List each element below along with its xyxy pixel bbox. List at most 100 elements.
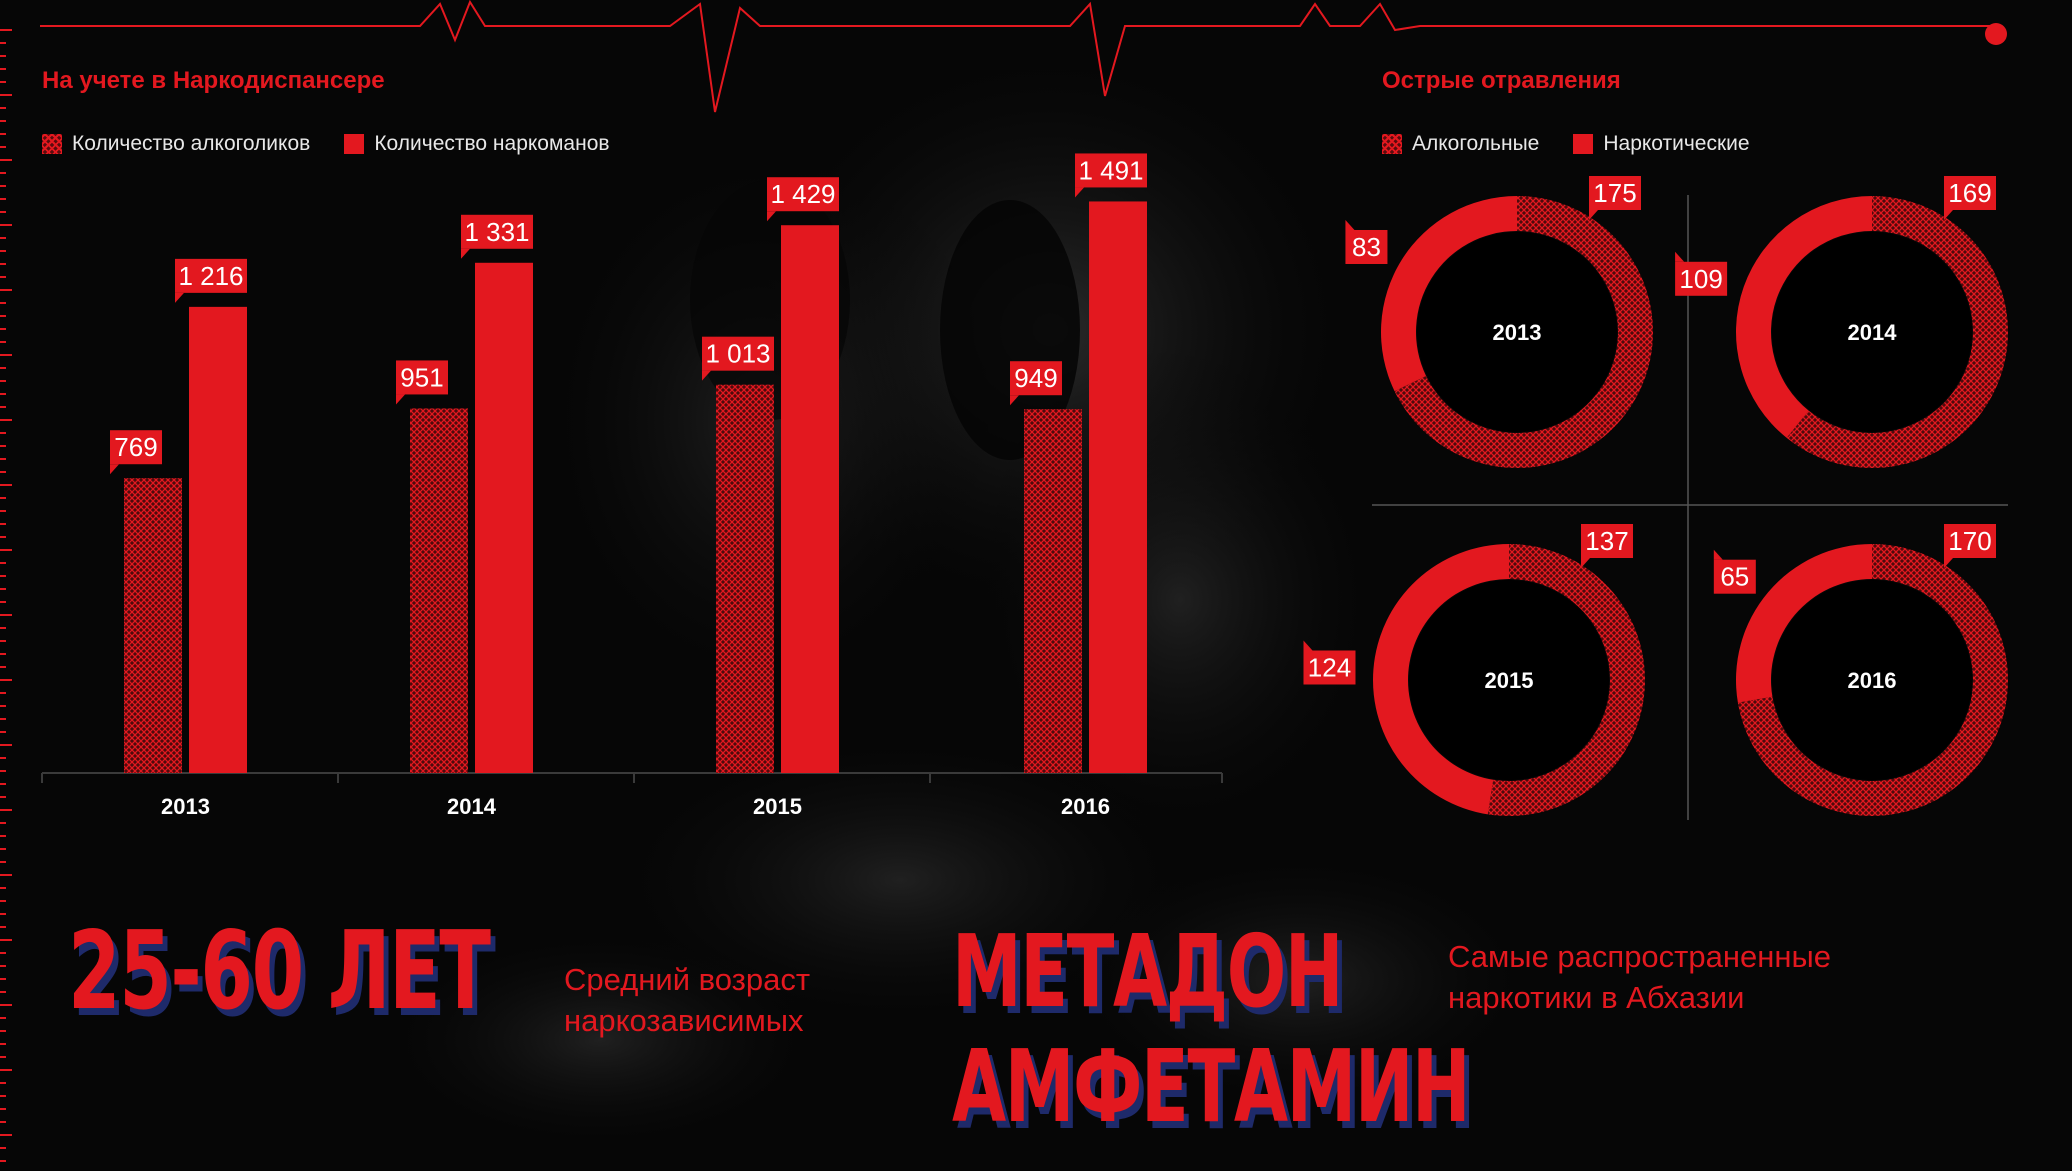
value-label: 769	[114, 432, 157, 462]
value-label-box	[1345, 229, 1388, 264]
value-label-tail	[1944, 558, 1953, 568]
value-label-tail	[702, 370, 711, 381]
heartbeat-dot	[1985, 23, 2007, 45]
drugs-caption: Самые распространенные наркотики в Абхаз…	[1448, 936, 1831, 1018]
donut-year-label: 2016	[1848, 668, 1897, 693]
bar-alcoholics	[124, 478, 182, 773]
bar-label-addicts: 1 491	[1075, 153, 1147, 198]
x-tick-label: 2014	[447, 794, 497, 819]
value-label: 949	[1014, 363, 1057, 393]
value-label-box	[1713, 559, 1756, 594]
donut-slice-narcotic	[1380, 196, 1517, 392]
donut-charts: 2013 175 83 2014 169 109 2015 137 124 2016 170 65	[1303, 176, 2009, 817]
value-label: 124	[1308, 652, 1351, 682]
bar-chart: 769 1 216 2013 951 1 331 2014 1 013 1 429 2015 94…	[41, 153, 1223, 819]
drugs-caption-line2: наркотики в Абхазии	[1448, 980, 1745, 1015]
drug-name-methadone: МЕТАДОН	[952, 913, 1343, 1030]
value-label-tail	[110, 464, 119, 475]
bar-label-addicts: 1 429	[767, 177, 839, 222]
value-label-box	[175, 258, 247, 293]
value-label-box	[1675, 261, 1728, 296]
value-label-box	[1944, 524, 1996, 558]
bar-label-alcoholics: 951	[396, 360, 448, 405]
decorative-lines	[0, 0, 2008, 1162]
x-tick-label: 2013	[161, 794, 210, 819]
donut-label-alcohol: 170	[1944, 524, 1996, 568]
value-label: 1 429	[770, 179, 835, 209]
value-label: 1 491	[1078, 155, 1143, 185]
value-label-box	[1589, 176, 1641, 210]
value-label-tail	[1713, 549, 1723, 560]
value-label-tail	[1303, 640, 1313, 651]
legend-item-narcotic-poisoning: Наркотические	[1573, 132, 1750, 156]
value-label-box	[1303, 650, 1356, 685]
drug-name-amphetamine: АМФЕТАМИН	[952, 1028, 1471, 1145]
value-label-tail	[1675, 251, 1685, 262]
value-label-tail	[1345, 219, 1355, 230]
drugs-caption-line1: Самые распространенные	[1448, 939, 1831, 974]
bar-addicts	[189, 306, 247, 773]
right-chart-title: Острые отравления	[1382, 67, 1621, 94]
donut-2016: 2016 170 65	[1713, 524, 2009, 816]
legend-item-addicts: Количество наркоманов	[344, 132, 610, 156]
donut-label-narcotic: 124	[1303, 640, 1356, 685]
value-label-tail	[1589, 210, 1598, 220]
donut-slice-narcotic	[1736, 196, 1872, 438]
value-label-box	[1581, 524, 1633, 558]
legend-label: Количество наркоманов	[374, 132, 610, 155]
donut-slice-narcotic	[1373, 544, 1509, 815]
donut-label-narcotic: 65	[1713, 549, 1756, 594]
value-label: 65	[1720, 562, 1749, 592]
age-caption: Средний возраст наркозависимых	[564, 959, 810, 1041]
value-label: 951	[400, 362, 443, 392]
legend-swatch-solid	[1573, 134, 1594, 154]
donut-year-label: 2014	[1848, 320, 1898, 345]
value-label: 109	[1679, 264, 1722, 294]
donut-hole	[1409, 580, 1609, 780]
donut-year-label: 2015	[1485, 668, 1534, 693]
bar-alcoholics	[716, 384, 774, 773]
legend-swatch-hatched	[1382, 134, 1402, 154]
bar-label-alcoholics: 949	[1010, 361, 1062, 406]
value-label-box	[396, 360, 448, 395]
donut-label-alcohol: 137	[1581, 524, 1633, 568]
value-label-tail	[1075, 187, 1084, 198]
value-label-tail	[396, 394, 405, 405]
donut-slice-alcohol	[1786, 196, 2008, 468]
value-label: 170	[1948, 526, 1991, 556]
legend-label: Наркотические	[1603, 132, 1750, 155]
value-label-box	[1075, 153, 1147, 188]
bar-addicts	[781, 225, 839, 773]
left-chart-title: На учете в Наркодиспансере	[42, 67, 385, 94]
donut-2015: 2015 137 124	[1303, 524, 1646, 817]
value-label-tail	[1581, 558, 1590, 568]
bar-label-addicts: 1 216	[175, 258, 247, 303]
age-caption-line2: наркозависимых	[564, 1003, 804, 1038]
bar-label-addicts: 1 331	[461, 214, 533, 259]
donut-label-narcotic: 109	[1675, 251, 1728, 296]
donut-2014: 2014 169 109	[1675, 176, 2008, 468]
bar-label-alcoholics: 1 013	[702, 336, 774, 381]
legend-item-alcoholics: Количество алкоголиков	[42, 132, 310, 156]
legend-label: Количество алкоголиков	[72, 132, 311, 155]
value-label: 137	[1585, 526, 1628, 556]
x-tick-label: 2016	[1061, 794, 1110, 819]
value-label-box	[767, 177, 839, 212]
legend-item-alcohol-poisoning: Алкогольные	[1382, 132, 1539, 156]
legend-swatch-hatched	[42, 134, 62, 154]
donut-slice-narcotic	[1736, 544, 1872, 703]
value-label-box	[461, 214, 533, 249]
donut-hole	[1772, 232, 1972, 432]
donut-2013: 2013 175 83	[1345, 176, 1653, 469]
heartbeat-line	[40, 0, 1990, 113]
value-label: 83	[1352, 232, 1381, 262]
value-label: 1 013	[705, 339, 770, 369]
value-label: 175	[1593, 178, 1636, 208]
bar-alcoholics	[1024, 409, 1082, 773]
bar-addicts	[475, 262, 533, 773]
x-tick-label: 2015	[753, 794, 802, 819]
donut-slice-alcohol	[1487, 544, 1646, 817]
donut-hole	[1417, 232, 1617, 432]
donut-label-narcotic: 83	[1345, 219, 1388, 264]
